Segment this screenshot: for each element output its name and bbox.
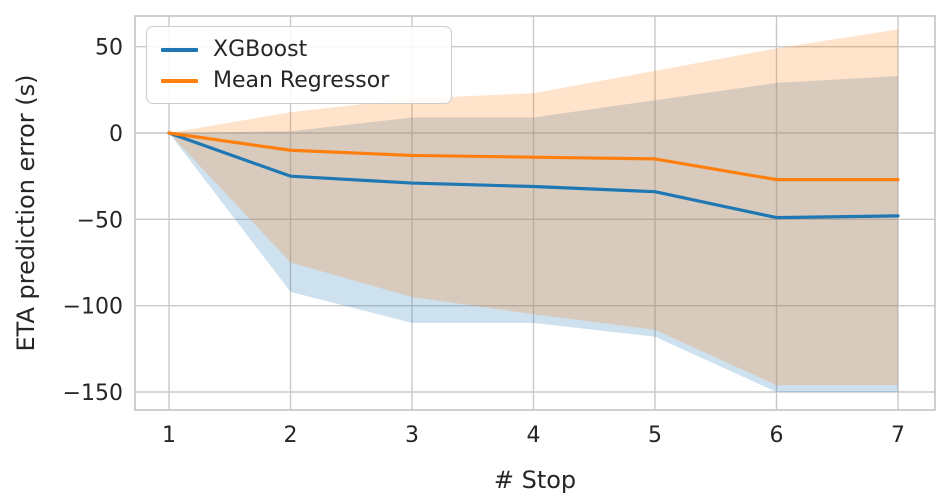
legend-label: Mean Regressor (213, 67, 390, 93)
confidence-band-0 (169, 76, 898, 392)
y-tick-label: −50 (77, 208, 123, 233)
y-tick-label: 0 (109, 122, 123, 147)
x-tick-label: 2 (284, 423, 298, 448)
y-tick-label: 50 (95, 36, 123, 61)
mean-regressor-line-swatch (161, 78, 198, 83)
confidence-band-1 (169, 29, 898, 386)
x-tick-label: 1 (162, 423, 176, 448)
y-tick-label: −150 (63, 381, 123, 406)
legend-label: XGBoost (213, 36, 308, 62)
x-tick-label: 3 (405, 423, 419, 448)
legend-item-mean-regressor: Mean Regressor (161, 67, 437, 93)
y-tick-label: −100 (63, 295, 123, 320)
x-axis-label: # Stop (493, 466, 577, 494)
x-tick-label: 7 (891, 423, 905, 448)
legend-item-xgboost: XGBoost (161, 36, 437, 62)
xgboost-line-swatch (161, 47, 198, 52)
plot-border (134, 15, 936, 411)
legend: XGBoost Mean Regressor (146, 26, 452, 104)
series-line-0 (167, 131, 900, 220)
y-axis-label: ETA prediction error (s) (12, 74, 40, 352)
x-tick-label: 5 (648, 423, 662, 448)
series-line-1 (167, 131, 900, 182)
x-tick-label: 4 (527, 423, 541, 448)
x-tick-label: 6 (770, 423, 784, 448)
